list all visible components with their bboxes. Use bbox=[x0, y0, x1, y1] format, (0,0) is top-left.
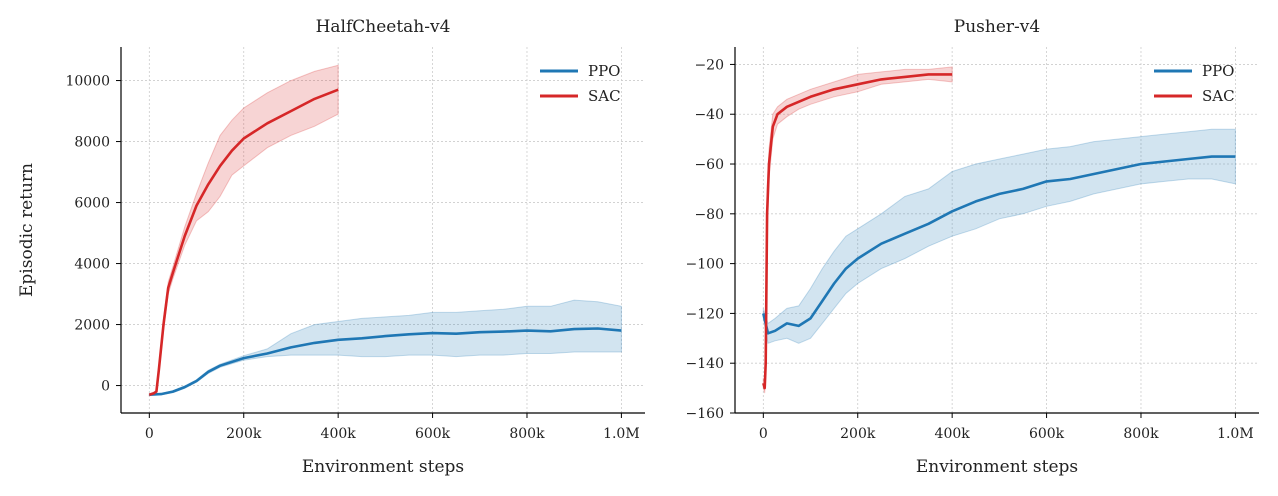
series-band-sac bbox=[762, 66, 953, 394]
x-tick-label: 400k bbox=[935, 426, 971, 442]
legend-label-ppo: PPO bbox=[588, 62, 620, 80]
x-tick-label: 0 bbox=[759, 426, 768, 442]
series-band-ppo bbox=[762, 128, 1236, 344]
y-tick-label: 2000 bbox=[74, 318, 110, 334]
y-tick-label: 6000 bbox=[74, 196, 110, 212]
x-tick-label: 200k bbox=[840, 426, 876, 442]
series-band-ppo bbox=[148, 299, 622, 396]
x-tick-label: 800k bbox=[509, 426, 545, 442]
legend: PPO SAC bbox=[1154, 62, 1235, 105]
legend-label-sac: SAC bbox=[1202, 87, 1235, 105]
legend: PPO SAC bbox=[540, 62, 621, 105]
y-tick-label: −100 bbox=[686, 257, 724, 273]
x-tick-label: 600k bbox=[415, 426, 451, 442]
y-tick-label: −20 bbox=[694, 57, 724, 73]
y-tick-label: 0 bbox=[101, 379, 110, 395]
legend-label-ppo: PPO bbox=[1202, 62, 1234, 80]
series-line-ppo bbox=[149, 327, 622, 396]
y-tick-label: −80 bbox=[694, 207, 724, 223]
y-axis-title: Episodic return bbox=[17, 163, 37, 297]
y-tick-label: 10000 bbox=[65, 74, 110, 90]
x-tick-label: 1.0M bbox=[1217, 426, 1254, 442]
y-tick-label: −40 bbox=[694, 107, 724, 123]
y-tick-label: −140 bbox=[686, 356, 724, 372]
x-tick-label: 800k bbox=[1123, 426, 1159, 442]
x-tick-label: 1.0M bbox=[603, 426, 640, 442]
x-tick-label: 200k bbox=[226, 426, 262, 442]
x-tick-label: 0 bbox=[145, 426, 154, 442]
chart-title: HalfCheetah-v4 bbox=[316, 17, 451, 37]
series-line-sac bbox=[148, 88, 339, 396]
chart-title: Pusher-v4 bbox=[954, 17, 1040, 37]
chart-panel-1: 0 200k 400k 600k 800k 1.0M 0 2000 4000 6000 8000 10… bbox=[17, 17, 645, 477]
x-axis-title: Environment steps bbox=[302, 457, 464, 477]
x-tick-label: 600k bbox=[1029, 426, 1065, 442]
series-line-ppo bbox=[762, 155, 1236, 335]
x-tick-label: 400k bbox=[321, 426, 357, 442]
series-line-sac bbox=[762, 73, 953, 390]
y-tick-label: −120 bbox=[686, 306, 724, 322]
y-tick-label: 4000 bbox=[74, 257, 110, 273]
y-tick-label: −160 bbox=[686, 406, 724, 422]
x-axis-title: Environment steps bbox=[916, 457, 1078, 477]
y-tick-label: −60 bbox=[694, 157, 724, 173]
chart-panel-2: 0 200k 400k 600k 800k 1.0M −160 −140 −120 −100 −80… bbox=[686, 17, 1259, 477]
y-tick-label: 8000 bbox=[74, 135, 110, 151]
legend-label-sac: SAC bbox=[588, 87, 621, 105]
